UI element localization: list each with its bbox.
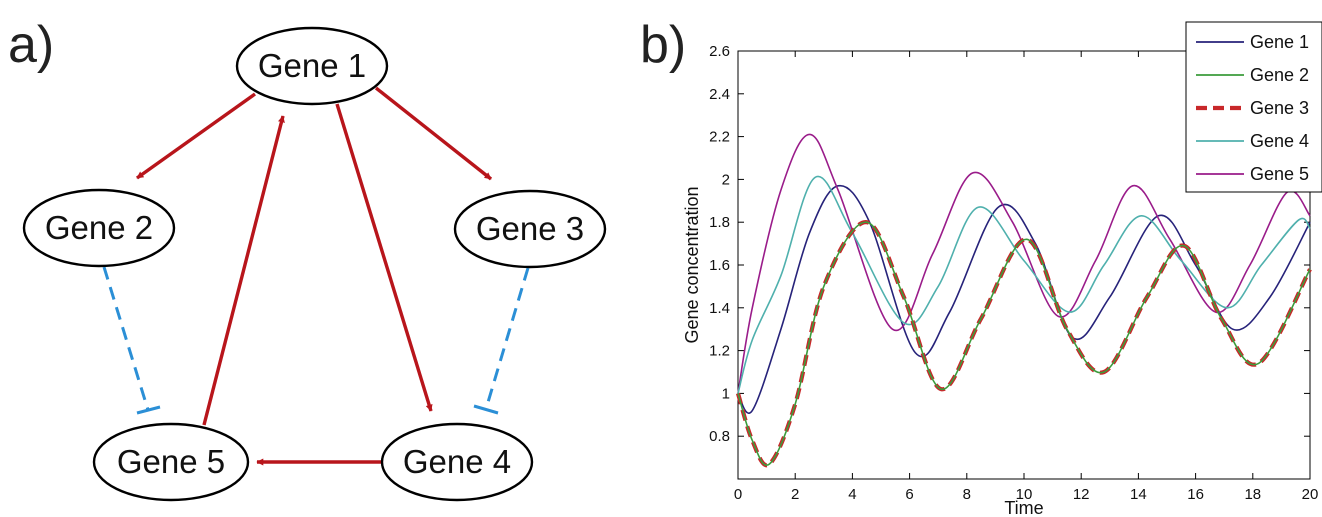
edge-gene1-to-gene3 [374,86,493,181]
legend-label-gene-2: Gene 2 [1250,65,1309,85]
node-gene4: Gene 4 [380,422,534,502]
y-tick-label: 1.6 [709,257,730,274]
panel-b: b) 0 2 4 6 8 10 12 14 16 18 20 0.8 1 1.2 1.4 1.6 1.8 2 2.… [640,16,1322,517]
edge-gene1-to-gene2 [136,92,256,180]
legend: Gene 1 Gene 2 Gene 3 Gene 4 Gene 5 [1185,21,1322,193]
legend-box [1185,21,1322,193]
node-gene3: Gene 3 [453,189,607,269]
node-gene1-label: Gene 1 [258,47,366,84]
y-tick-label: 0.8 [709,428,730,445]
x-tick-label: 18 [1244,486,1261,503]
x-tick-label: 0 [734,486,742,503]
x-tick-label: 10 [1016,486,1033,503]
x-tick-label: 8 [963,486,971,503]
legend-label-gene-1: Gene 1 [1250,32,1309,52]
x-tick-label: 2 [791,486,799,503]
node-gene3-label: Gene 3 [476,210,584,247]
x-tick-label: 16 [1187,486,1204,503]
legend-label-gene-5: Gene 5 [1250,164,1309,184]
line-chart: 0 2 4 6 8 10 12 14 16 18 20 0.8 1 1.2 1.4 1.6 1.8 2 2.2 2.… [682,21,1322,517]
series-line-gene-4 [737,175,1311,394]
y-tick-label: 1.4 [709,300,730,317]
legend-label-gene-3: Gene 3 [1250,98,1309,118]
y-tick-label: 2.4 [709,86,730,103]
panel-b-label: b) [640,16,686,74]
edge-gene2-inhibits-gene5 [102,266,150,411]
node-gene1: Gene 1 [235,26,389,106]
node-gene2: Gene 2 [22,188,176,268]
y-tick-label: 1.2 [709,343,730,360]
node-gene5-label: Gene 5 [117,443,225,480]
inhibition-bar-gene5 [136,405,161,415]
y-tick-label: 2.6 [709,43,730,60]
x-tick-label: 6 [905,486,913,503]
edge-gene3-inhibits-gene4 [484,267,530,410]
node-gene4-label: Gene 4 [403,443,511,480]
series-line-gene-3 [735,220,1312,468]
edge-gene5-to-gene1 [202,115,285,426]
y-tick-label: 2.2 [709,129,730,146]
y-tick-label: 1.8 [709,214,730,231]
x-tick-label: 20 [1302,486,1319,503]
panel-a: a) Gene 1 Gene 2 Gene 3 Gene 4 [8,16,607,502]
node-gene5: Gene 5 [92,422,250,502]
y-axis-label: Gene concentration [682,186,702,343]
legend-label-gene-4: Gene 4 [1250,131,1309,151]
y-tick-label: 2 [722,171,730,188]
series-line-gene-2 [737,221,1311,467]
x-tick-label: 4 [848,486,856,503]
y-tick-label: 1 [722,385,730,402]
series-group [735,133,1312,468]
x-tick-label: 12 [1073,486,1090,503]
x-axis-ticks: 0 2 4 6 8 10 12 14 16 18 20 [734,51,1319,503]
inhibition-bar-gene4 [473,404,499,415]
edge-gene1-to-gene4 [335,103,433,412]
x-axis-label: Time [1004,498,1043,517]
x-tick-label: 14 [1130,486,1147,503]
node-gene2-label: Gene 2 [45,209,153,246]
series-line-gene-1 [737,184,1311,414]
panel-a-label: a) [8,16,54,74]
